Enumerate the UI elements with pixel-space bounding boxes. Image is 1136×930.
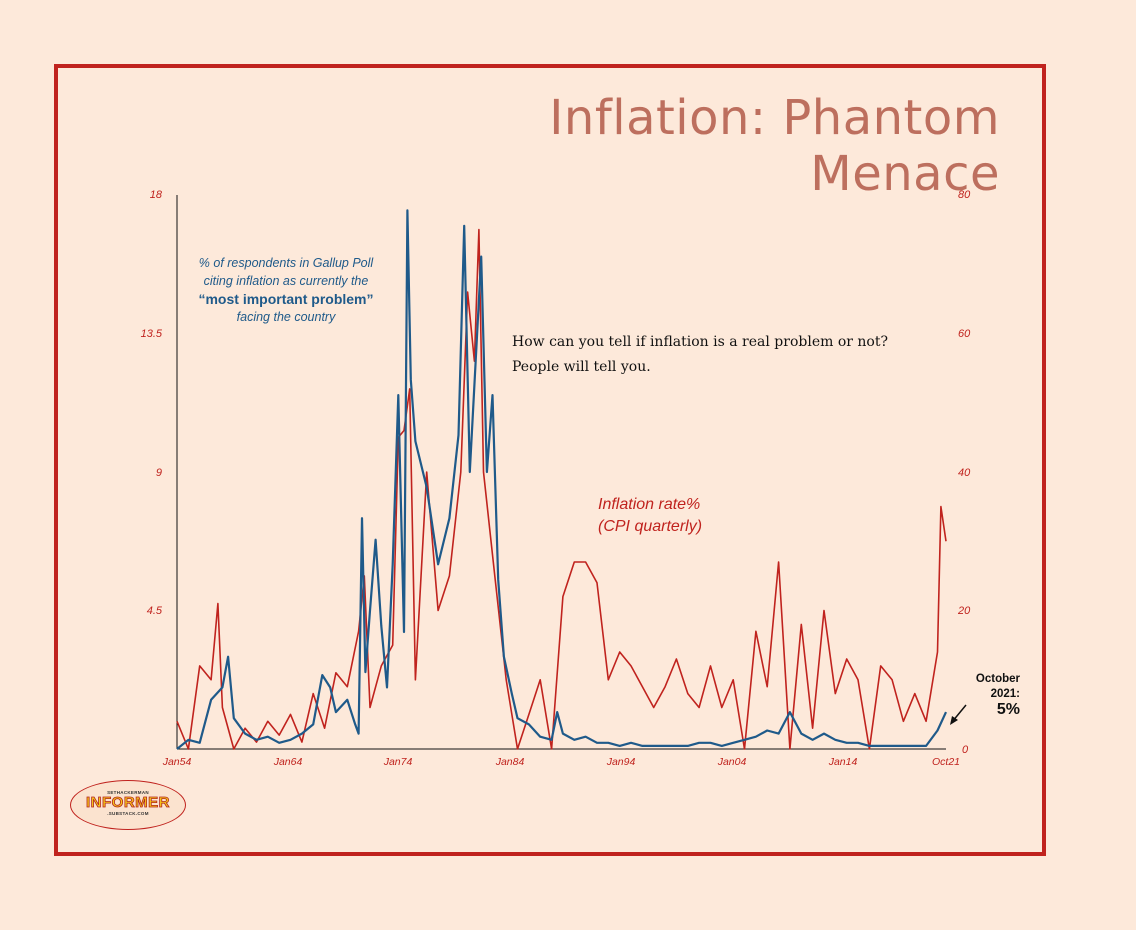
gallup-series-line [176,209,947,750]
logo-brand: INFORMER [86,794,170,811]
callout-line2: 2021: [990,688,1020,700]
logo-top-text: SETHACKERMAN [107,790,149,795]
cpi-series-label: Inflation rate% (CPI quarterly) [598,494,758,538]
callout-arrowhead [950,716,958,725]
cpi-label-line1: Inflation rate% [598,496,701,513]
gallup-series-label: % of respondents in Gallup Poll citing i… [186,254,386,326]
cpi-label-line2: (CPI quarterly) [598,518,703,535]
x-tick-jan04: Jan04 [717,756,747,768]
x-tick-jan94: Jan94 [606,756,636,768]
quote-line1: How can you tell if inflation is a real … [512,334,888,350]
x-tick-oct21: Oct21 [931,756,961,768]
chart-title: Inflation: Phantom Menace [549,90,1000,202]
logo-bottom-text: .SUBSTACK.COM [107,811,149,816]
right-y-tick-40: 40 [958,467,971,479]
x-tick-jan54: Jan54 [162,756,192,768]
gallup-label-line2: citing inflation as currently the [203,274,369,288]
gallup-label-line4: facing the country [236,310,336,324]
gallup-label-line3: “most important problem” [198,291,374,307]
informer-logo: SETHACKERMAN INFORMER .SUBSTACK.COM [70,780,186,830]
right-y-tick-20: 20 [958,605,971,617]
gallup-label-line1: % of respondents in Gallup Poll [198,256,374,270]
left-y-tick-4-5: 4.5 [146,605,162,617]
left-y-tick-9: 9 [155,467,162,479]
left-y-tick-13-5: 13.5 [140,328,162,340]
x-tick-jan84: Jan84 [495,756,525,768]
right-y-tick-60: 60 [958,328,971,340]
quote-annotation: How can you tell if inflation is a real … [512,330,932,380]
x-tick-jan14: Jan14 [828,756,858,768]
chart-frame [54,64,1046,856]
x-tick-jan64: Jan64 [273,756,303,768]
callout-value: 5% [996,701,1020,718]
callout-line1: October [975,673,1020,685]
october-2021-callout: October 2021: 5% [956,672,1020,718]
cpi-series-line [176,228,947,750]
left-y-tick-18: 18 [149,189,162,201]
x-tick-jan74: Jan74 [383,756,413,768]
right-y-tick-80: 80 [958,189,971,201]
right-y-tick-0: 0 [962,744,969,756]
quote-line2: People will tell you. [512,359,651,375]
